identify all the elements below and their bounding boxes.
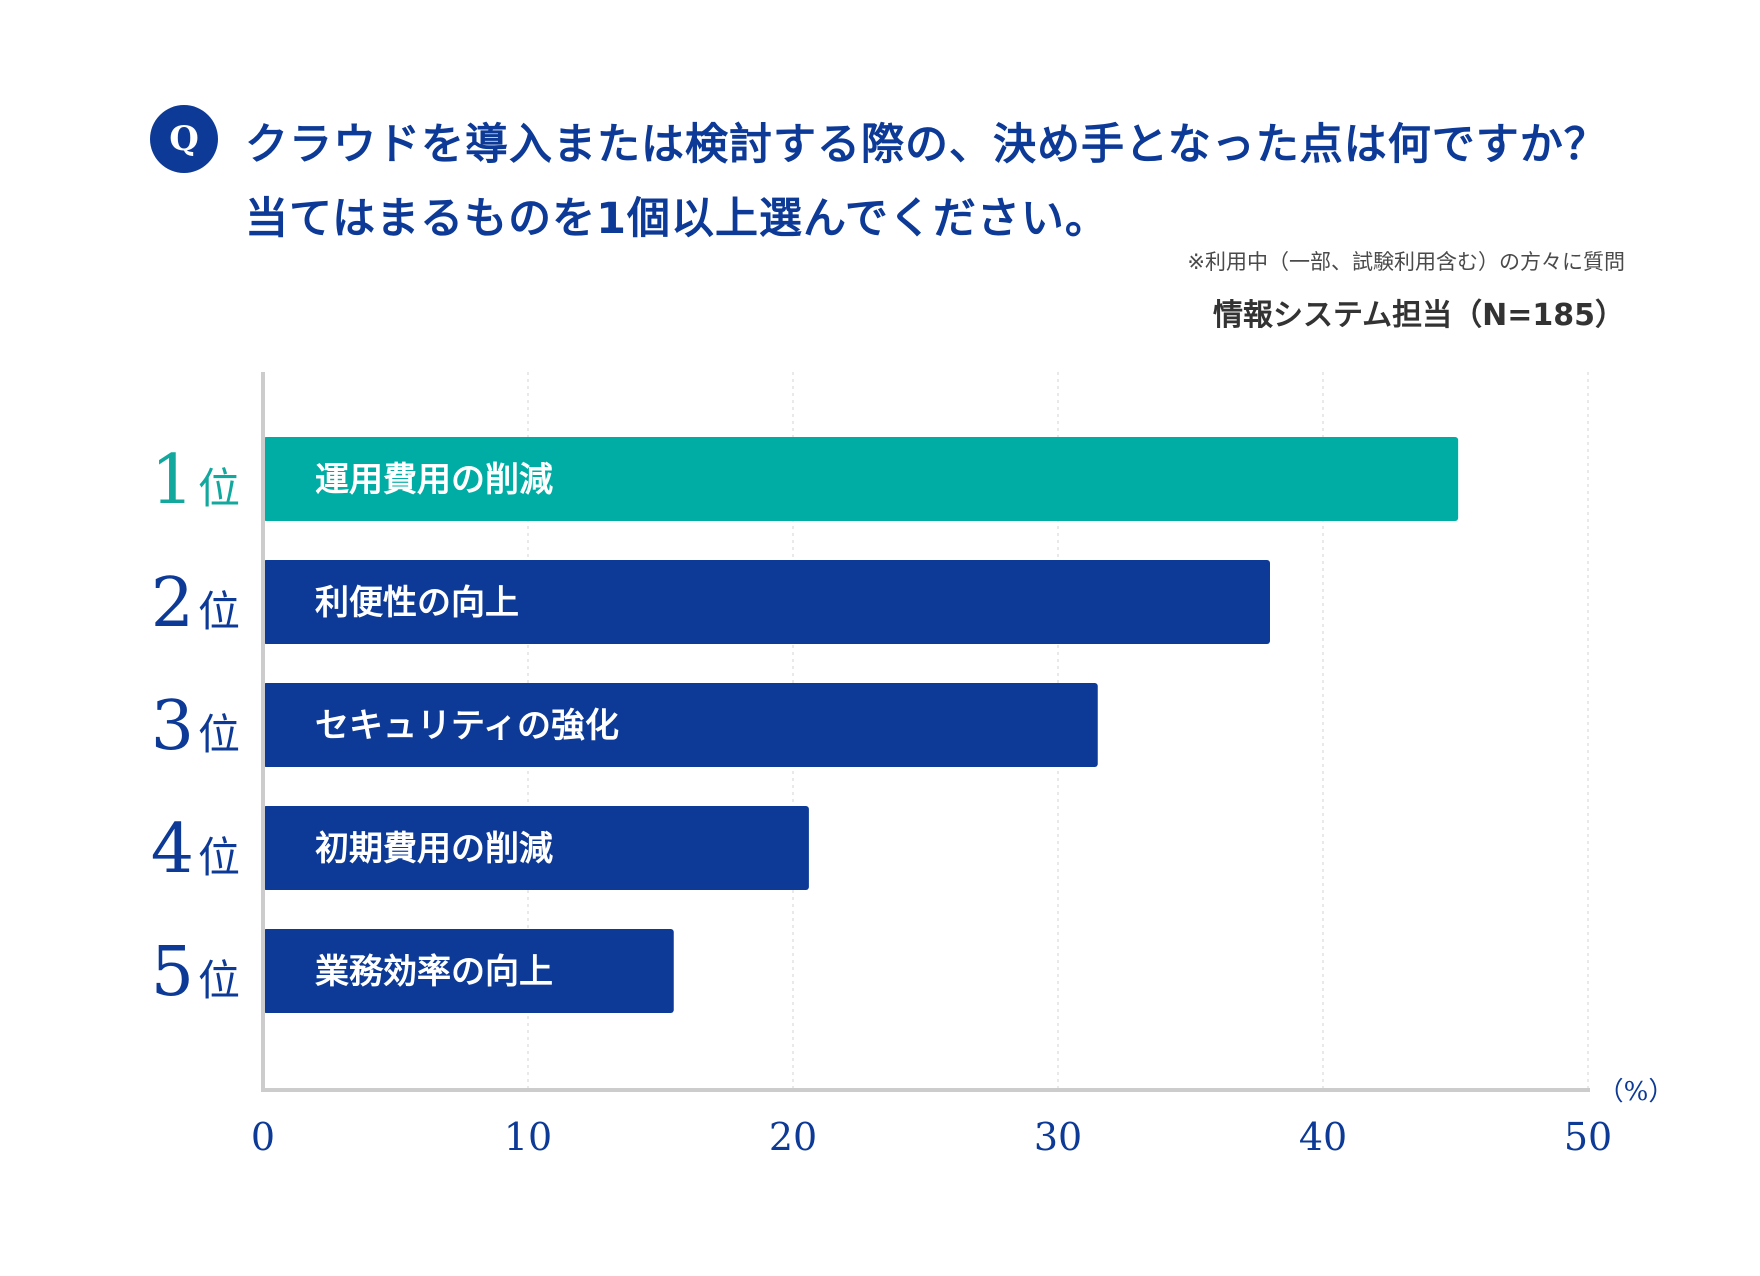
bar: [263, 683, 1098, 767]
x-tick-label: 30: [1034, 1115, 1082, 1159]
x-tick-label: 10: [504, 1115, 552, 1159]
bar-label: 運用費用の削減: [315, 460, 553, 500]
rank-label: 2位: [151, 564, 240, 643]
rank-label: 5位: [151, 933, 240, 1012]
x-tick-label: 50: [1564, 1115, 1612, 1159]
bar: [263, 929, 674, 1013]
rank-suffix: 位: [198, 710, 240, 759]
bar-label: セキュリティの強化: [315, 706, 619, 746]
x-tick-label: 20: [769, 1115, 817, 1159]
unit-label: （%）: [1598, 1077, 1675, 1107]
rank-label: 4位: [151, 810, 240, 889]
x-tick-labels: 0 10 20 30 40 50: [251, 1115, 1612, 1159]
rank-suffix: 位: [198, 833, 240, 882]
bar: [263, 560, 1270, 644]
bar-label: 初期費用の削減: [315, 829, 553, 869]
bar-label: 利便性の向上: [315, 583, 519, 623]
bar: [263, 806, 809, 890]
rank-suffix: 位: [198, 587, 240, 636]
bar: [263, 437, 1459, 521]
bar-label: 業務効率の向上: [315, 952, 553, 992]
rank-label: 3位: [151, 687, 240, 766]
rank-number: 4: [151, 810, 194, 889]
sample-size: 情報システム担当（N=185）: [1213, 298, 1625, 333]
rank-number: 5: [151, 933, 194, 1012]
rank-number: 2: [151, 564, 194, 643]
rank-suffix: 位: [198, 464, 240, 513]
question-text: クラウドを導入または検討する際の、決め手となった点は何ですか？ 当てはまるものを…: [245, 108, 1608, 256]
survey-note: ※利用中（一部、試験利用含む）の方々に質問: [1187, 250, 1625, 274]
rank-number: 3: [151, 687, 194, 766]
question-line-2: 当てはまるものを1個以上選んでください。: [245, 194, 1109, 244]
x-tick-label: 0: [251, 1115, 275, 1159]
x-tick-label: 40: [1299, 1115, 1347, 1159]
rank-label: 1位: [151, 441, 240, 520]
question-badge: Q: [150, 105, 218, 173]
rank-number: 1: [151, 441, 194, 520]
rank-suffix: 位: [198, 956, 240, 1005]
question-line-1: クラウドを導入または検討する際の、決め手となった点は何ですか？: [245, 120, 1608, 170]
